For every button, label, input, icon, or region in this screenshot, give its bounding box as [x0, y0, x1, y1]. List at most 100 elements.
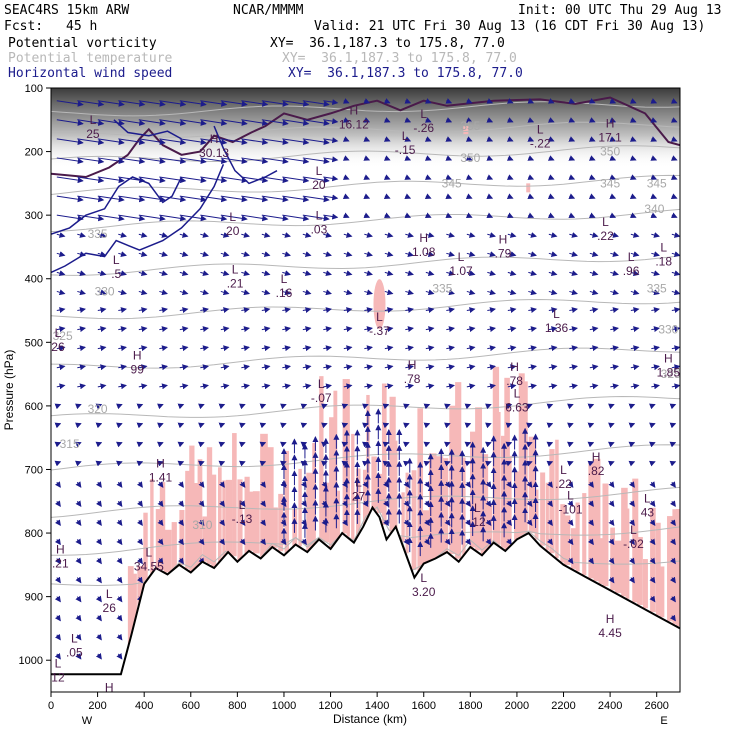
- theta-contour: [51, 444, 680, 471]
- wind-vector: [669, 460, 677, 467]
- wind-vector: [218, 441, 226, 448]
- wind-vector: [239, 481, 246, 488]
- wind-vector: [261, 138, 289, 146]
- wind-vector: [280, 403, 287, 410]
- wind-vectors: [54, 98, 680, 660]
- wind-vector: [302, 138, 330, 146]
- forecast-label: Fcst:: [4, 19, 44, 34]
- wind-vector: [364, 289, 373, 296]
- wind-vector: [423, 500, 430, 508]
- pv-extremum-letter: L: [318, 377, 325, 391]
- wind-vector: [650, 174, 658, 180]
- wind-vector: [220, 214, 248, 222]
- wind-vector: [464, 422, 472, 429]
- wind-vector: [118, 364, 127, 371]
- wind-vector: [423, 481, 430, 488]
- pv-extremum-value: -.37: [369, 324, 390, 338]
- valid-time: Valid: 21 UTC Fri 30 Aug 13 (16 CDT Fri …: [314, 19, 706, 34]
- wind-vector: [54, 481, 61, 488]
- wind-vector: [97, 383, 107, 390]
- wind-vector: [218, 519, 225, 527]
- wind-vector: [138, 138, 166, 146]
- wind-vector: [608, 538, 615, 546]
- pv-extremum-letter: L: [55, 657, 62, 671]
- wind-vector: [159, 270, 168, 277]
- wind-vector: [136, 500, 143, 508]
- wind-vector: [487, 345, 496, 352]
- pv-plume: [672, 509, 678, 625]
- wind-vector: [382, 441, 390, 448]
- pv-plume: [659, 566, 665, 618]
- wind-vector: [343, 326, 353, 333]
- wind-vector: [405, 251, 414, 257]
- pv-plume: [211, 474, 217, 567]
- wind-vector: [220, 251, 230, 257]
- theta-label: 350: [600, 145, 620, 159]
- wind-vector: [465, 98, 473, 104]
- wind-vector: [138, 214, 166, 222]
- wind-vector: [506, 98, 514, 104]
- x-axis-label: Distance (km): [333, 712, 407, 726]
- wind-vector: [464, 500, 471, 508]
- wind-vector: [445, 117, 453, 123]
- pv-extremum-letter: L: [113, 253, 120, 267]
- wind-vector: [649, 519, 656, 527]
- wind-vector: [341, 519, 348, 527]
- pv-plume: [523, 381, 528, 536]
- pv-plume: [260, 433, 268, 559]
- wind-vector: [650, 212, 658, 219]
- wind-vector: [54, 557, 61, 565]
- y-tick-label: 900: [25, 592, 43, 604]
- pv-plume: [560, 504, 566, 563]
- pv-extremum-value: 6.63: [505, 401, 529, 415]
- wind-vector: [382, 519, 389, 527]
- theta-contour: [51, 101, 680, 117]
- y-axis-label: Pressure (hPa): [2, 350, 16, 431]
- wind-vector: [546, 460, 554, 467]
- wind-vector: [54, 595, 61, 603]
- wind-vector: [630, 345, 640, 352]
- wind-vector: [362, 422, 369, 429]
- wind-vector: [587, 441, 595, 448]
- wind-vector: [363, 212, 371, 219]
- wind-vector: [241, 289, 250, 296]
- wind-vector: [506, 174, 514, 180]
- wind-vector: [568, 193, 576, 199]
- pv-plume: [336, 490, 340, 541]
- wind-vector: [486, 212, 494, 219]
- wind-vector: [505, 538, 512, 546]
- pv-extremum-letter: L: [55, 326, 62, 340]
- wind-vector: [159, 157, 187, 165]
- wind-vector: [54, 538, 61, 546]
- wind-vector: [259, 441, 267, 448]
- pv-plume: [284, 450, 289, 555]
- wind-vector: [342, 117, 350, 123]
- wind-vector: [569, 383, 578, 390]
- wind-vector: [220, 157, 248, 165]
- wind-vector: [95, 403, 103, 410]
- wind-vector: [77, 100, 105, 107]
- wind-vector: [56, 364, 66, 371]
- wind-vector: [241, 307, 250, 313]
- wind-vector: [95, 652, 102, 660]
- pv-plume: [575, 502, 580, 572]
- wind-vector: [75, 403, 82, 410]
- field-pv-name: Potential vorticity: [8, 36, 157, 51]
- x-tick-label: 200: [88, 700, 106, 712]
- wind-vector: [506, 136, 514, 142]
- wind-vector: [157, 422, 164, 429]
- wind-vector: [220, 307, 230, 313]
- wind-vector: [364, 326, 373, 333]
- wind-vector: [302, 270, 312, 277]
- wind-vector: [486, 174, 494, 180]
- pv-extremum-letter: L: [402, 129, 409, 143]
- pv-plume: [449, 405, 457, 554]
- wind-vector: [548, 251, 558, 257]
- wind-vector: [528, 383, 537, 390]
- pv-plume: [244, 476, 250, 556]
- wind-vector: [138, 232, 148, 238]
- wind-vector: [157, 460, 164, 467]
- wind-vector: [138, 270, 148, 277]
- wind-vector: [77, 232, 86, 238]
- pv-contour: [113, 119, 182, 140]
